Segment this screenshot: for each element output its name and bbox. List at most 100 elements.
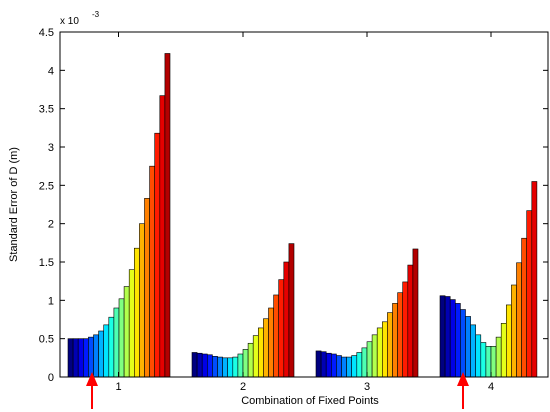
bar bbox=[129, 270, 134, 377]
bar bbox=[197, 353, 202, 377]
bar bbox=[496, 337, 501, 377]
bar bbox=[326, 353, 331, 377]
bar bbox=[119, 299, 124, 377]
x-tick-label: 1 bbox=[115, 381, 121, 393]
bar bbox=[139, 224, 144, 377]
bar bbox=[377, 328, 382, 377]
bar bbox=[134, 248, 139, 377]
bar bbox=[114, 308, 119, 377]
bar bbox=[155, 133, 160, 377]
bar bbox=[413, 249, 418, 377]
y-tick-label: 0 bbox=[48, 372, 54, 384]
bar bbox=[104, 325, 109, 377]
bar bbox=[253, 336, 258, 377]
bar bbox=[218, 357, 223, 377]
bar bbox=[212, 356, 217, 377]
bar bbox=[88, 337, 93, 377]
y-axis-label: Standard Error of D (m) bbox=[8, 147, 20, 262]
y-multiplier: x 10 -3 bbox=[60, 10, 100, 27]
bar bbox=[372, 335, 377, 377]
y-tick-label: 4 bbox=[48, 65, 54, 77]
y-tick-label: 1.5 bbox=[39, 257, 54, 269]
bar bbox=[362, 348, 367, 377]
bar bbox=[243, 349, 248, 377]
bar bbox=[223, 358, 228, 377]
bar bbox=[207, 355, 212, 377]
bar bbox=[352, 356, 357, 377]
bar bbox=[321, 352, 326, 377]
bar bbox=[279, 280, 284, 377]
bar bbox=[124, 287, 129, 377]
bar bbox=[501, 323, 506, 377]
bar bbox=[99, 331, 104, 377]
bar bbox=[460, 310, 465, 377]
bar bbox=[367, 342, 372, 377]
bar bbox=[342, 357, 347, 377]
bar bbox=[150, 166, 155, 377]
bar bbox=[455, 303, 460, 377]
bar bbox=[450, 300, 455, 377]
bar bbox=[248, 343, 253, 377]
x-tick-label: 3 bbox=[364, 381, 370, 393]
bar bbox=[491, 346, 496, 377]
bar bbox=[511, 285, 516, 377]
red-arrow-icon bbox=[86, 372, 98, 409]
x-axis-ticks: 1 2 3 4 bbox=[115, 32, 494, 393]
y-tick-label: 2 bbox=[48, 219, 54, 231]
bar bbox=[387, 313, 392, 377]
bar bbox=[202, 354, 207, 377]
bar bbox=[73, 339, 78, 377]
bar bbox=[486, 346, 491, 377]
bar bbox=[331, 354, 336, 377]
bar bbox=[471, 325, 476, 377]
bar bbox=[403, 282, 408, 377]
bar bbox=[274, 295, 279, 377]
y-tick-label: 0.5 bbox=[39, 334, 54, 346]
x-tick-label: 4 bbox=[488, 381, 494, 393]
bar bbox=[94, 335, 99, 377]
y-tick-label: 1 bbox=[48, 295, 54, 307]
bar bbox=[263, 319, 268, 377]
bar bbox=[506, 305, 511, 377]
y-multiplier-base: x 10 bbox=[60, 16, 79, 27]
bar bbox=[269, 308, 274, 377]
red-arrow-icon bbox=[457, 372, 469, 409]
bar bbox=[316, 351, 321, 377]
y-tick-label: 4.5 bbox=[39, 27, 54, 39]
bar bbox=[382, 322, 387, 377]
bar bbox=[336, 356, 341, 377]
bar bbox=[393, 303, 398, 377]
bar bbox=[258, 328, 263, 377]
bars-layer bbox=[68, 53, 537, 377]
bar bbox=[238, 354, 243, 377]
bar bbox=[481, 343, 486, 378]
bar bbox=[440, 296, 445, 377]
y-tick-label: 3 bbox=[48, 142, 54, 154]
bar bbox=[165, 53, 170, 377]
y-multiplier-exponent: -3 bbox=[92, 10, 100, 19]
bar bbox=[522, 238, 527, 377]
x-tick-label: 2 bbox=[240, 381, 246, 393]
y-tick-label: 2.5 bbox=[39, 180, 54, 192]
bar bbox=[517, 263, 522, 377]
bar bbox=[228, 358, 233, 377]
bar bbox=[109, 317, 114, 377]
bar bbox=[233, 357, 238, 377]
bar bbox=[68, 339, 73, 377]
bar bbox=[289, 244, 294, 377]
bar bbox=[466, 316, 471, 377]
bar bbox=[192, 352, 197, 377]
bar bbox=[398, 293, 403, 377]
bar bbox=[347, 357, 352, 377]
bar bbox=[408, 265, 413, 377]
bar bbox=[532, 182, 537, 378]
bar bbox=[476, 335, 481, 377]
bar bbox=[527, 211, 532, 377]
bar bbox=[78, 339, 83, 377]
bar bbox=[83, 339, 88, 377]
y-tick-label: 3.5 bbox=[39, 104, 54, 116]
bar bbox=[145, 198, 150, 377]
bar bbox=[445, 297, 450, 378]
bar bbox=[357, 352, 362, 377]
